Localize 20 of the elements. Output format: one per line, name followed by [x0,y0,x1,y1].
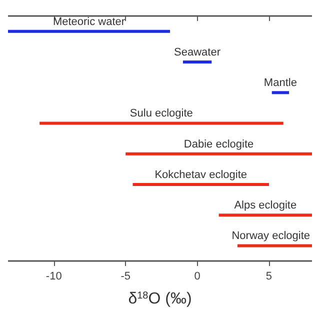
y-tick-label: Sulu eclogite [130,108,193,120]
x-tick-label: -5 [120,270,130,282]
y-tick-label: Norway eclogite [232,230,310,242]
x-tick-label: -10 [46,270,62,282]
bar [182,60,212,64]
y-tick-label: Alps eclogite [234,200,297,212]
bar [272,91,290,94]
x-tick-label: 5 [266,270,272,282]
bar [40,122,284,125]
y-tick-label: Kokchetav eclogite [154,168,248,181]
bar [132,182,269,186]
bar [218,214,312,217]
y-tick-label: Mantle [264,77,297,90]
bar [126,152,312,156]
bar [8,30,170,33]
bar [237,244,312,248]
y-tick-label: Seawater [174,46,221,58]
y-tick-label: Meteoric water [52,16,126,28]
x-tick-label: 0 [194,270,200,282]
y-tick-label: Dabie eclogite [184,138,254,150]
